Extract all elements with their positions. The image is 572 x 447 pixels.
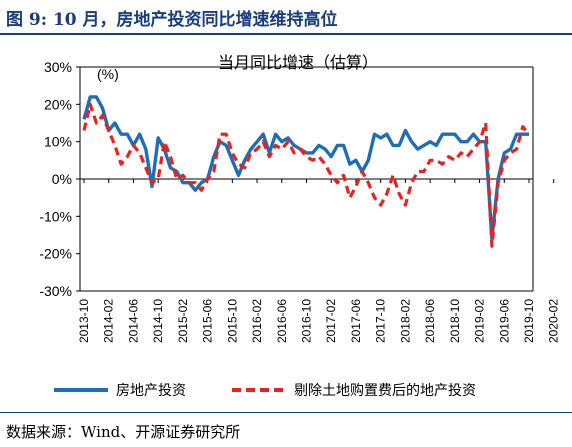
y-tick-label: 20% [44,96,72,112]
x-tick-label: 2019-06 [497,299,511,343]
chart-title: 当月同比增速（估算） [218,53,378,72]
x-tick-label: 2018-06 [423,299,437,343]
y-tick-label: -20% [39,246,72,262]
title-divider [0,33,572,35]
y-tick-label: 30% [44,59,72,75]
x-tick-label: 2017-06 [349,299,363,343]
x-tick-label: 2015-10 [225,299,239,343]
x-tick-label: 2014-10 [151,299,165,343]
source-divider [0,412,572,413]
x-tick-label: 2013-10 [77,299,91,343]
x-tick-label: 2016-06 [275,299,289,343]
x-tick-label: 2015-02 [176,299,190,343]
y-tick-label: 10% [44,134,72,150]
x-tick-label: 2018-02 [398,299,412,343]
x-tick-label: 2017-02 [324,299,338,343]
y-axis-unit-label: (%) [97,66,119,82]
legend-label-2: 剔除土地购置费后的地产投资 [294,383,476,399]
x-tick-label: 2016-10 [300,299,314,343]
source-note: 数据来源：Wind、开源证券研究所 [6,423,241,441]
x-tick-label: 2016-02 [250,299,264,343]
legend: 房地产投资 剔除土地购置费后的地产投资 [54,383,476,399]
x-tick-label: 2018-10 [448,299,462,343]
y-tick-label: -10% [39,208,72,224]
x-tick-label: 2019-02 [473,299,487,343]
y-tick-label: 0% [52,171,72,187]
x-tick-label: 2014-06 [126,299,140,343]
figure-title: 图 9: 10 月，房地产投资同比增速维持高位 [6,10,338,30]
x-tick-label: 2015-06 [201,299,215,343]
axes: -30% -20% -10% 0% 10% 20% 30% 2013-10 2014-02 201… [39,59,572,343]
x-tick-label: 2017-10 [374,299,388,343]
legend-label-1: 房地产投资 [116,383,186,399]
x-tick-label: 2020-02 [547,299,561,343]
series-layer [82,95,531,248]
x-tick-label: 2014-02 [102,299,116,343]
y-tick-label: -30% [39,283,72,299]
x-tick-label: 2019-10 [522,299,536,343]
series-line-1 [82,95,529,241]
